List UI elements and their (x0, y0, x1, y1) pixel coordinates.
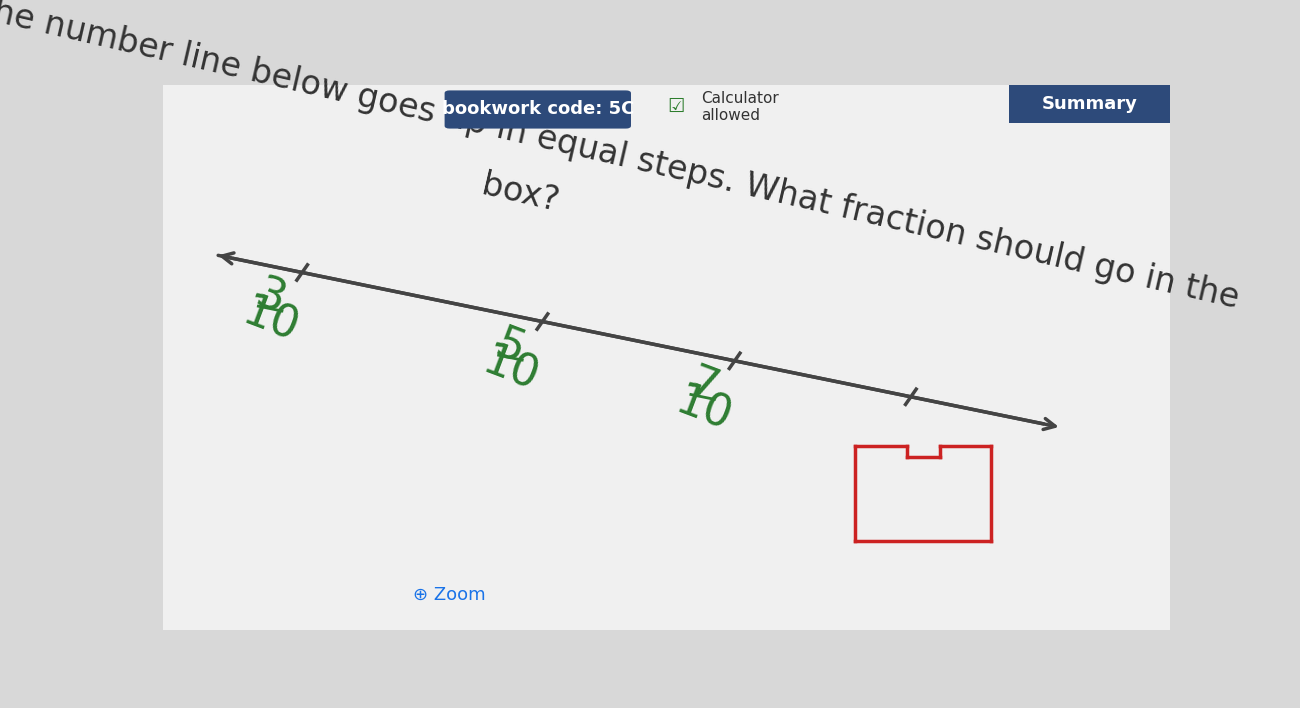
Text: Calculator
allowed: Calculator allowed (702, 91, 779, 123)
Text: 10: 10 (668, 379, 737, 440)
Text: box?: box? (478, 169, 562, 219)
Text: ☑: ☑ (668, 97, 685, 116)
Text: 5: 5 (490, 321, 532, 372)
Text: bookwork code: 5C: bookwork code: 5C (442, 101, 634, 118)
Text: 7: 7 (681, 361, 724, 411)
Text: 3: 3 (250, 273, 291, 323)
FancyBboxPatch shape (1009, 85, 1170, 123)
Text: The number line below goes up in equal steps. What fraction should go in the: The number line below goes up in equal s… (0, 0, 1242, 315)
FancyBboxPatch shape (445, 91, 630, 129)
Text: ⊕ Zoom: ⊕ Zoom (413, 586, 486, 604)
Text: Summary: Summary (1041, 95, 1138, 113)
Text: 10: 10 (237, 291, 304, 351)
Text: 10: 10 (476, 340, 545, 400)
